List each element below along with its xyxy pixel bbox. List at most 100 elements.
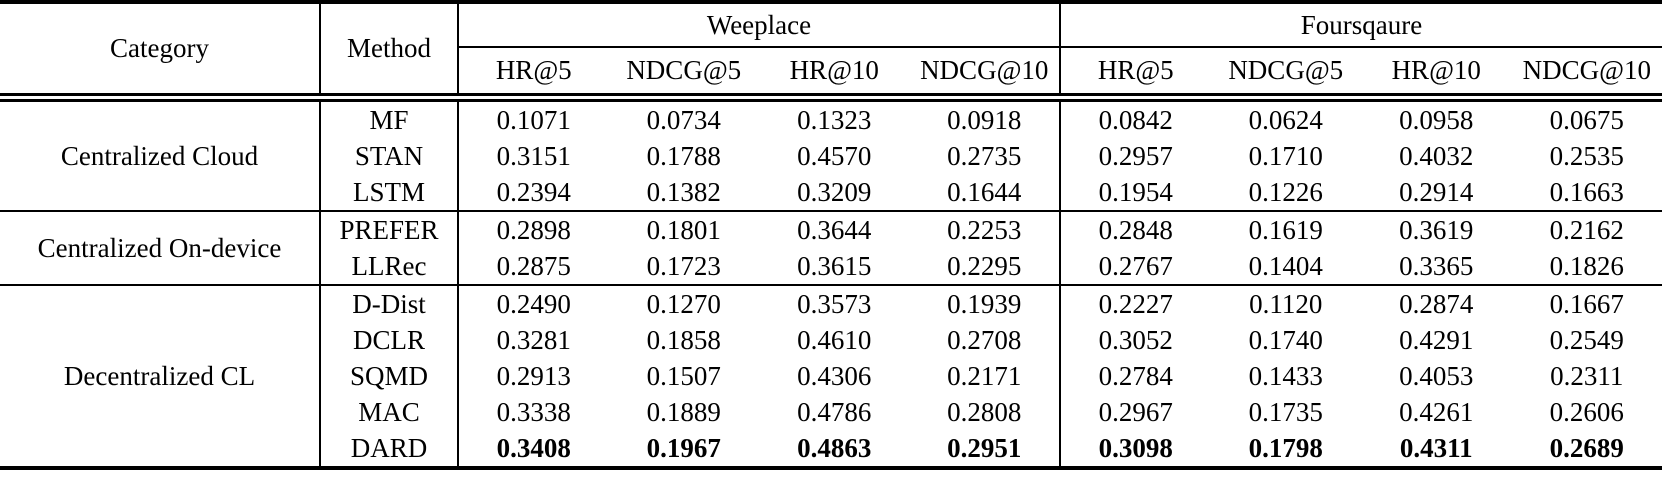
value-cell: 0.1120: [1249, 288, 1323, 319]
value-cell: 0.0918: [909, 97, 1061, 138]
method-cell: MF: [320, 97, 459, 138]
value-cell: 0.3281: [496, 324, 571, 355]
value-cell: 0.1798: [1248, 432, 1323, 463]
table-row: MAC 0.3338 0.1889 0.4786 0.2808 0.2967 0.1735 0…: [0, 394, 1662, 430]
metric-header-fs-ndcg5: NDCG@5: [1228, 55, 1344, 85]
value-cell: 0.2689: [1549, 432, 1624, 463]
value-cell: 0.1667: [1549, 288, 1624, 319]
dataset-header-foursqaure: Foursqaure: [1060, 2, 1662, 48]
value-cell: 0.0734: [646, 104, 721, 135]
value-cell: 0.4786: [797, 396, 872, 427]
category-cell: Centralized On-device: [0, 211, 321, 285]
table-row: STAN 0.3151 0.1788 0.4570 0.2735 0.2957 0.1710…: [0, 138, 1662, 174]
value-cell: 0.2913: [496, 360, 571, 391]
value-cell: 0.1071: [496, 104, 571, 135]
value-cell: 0.0842: [1098, 104, 1173, 135]
value-cell: 0.2708: [909, 322, 1061, 358]
results-table: Category Method Weeplace Foursqaure HR@5…: [0, 0, 1662, 470]
value-cell: 0.2808: [909, 394, 1061, 430]
value-cell: 0.2967: [1098, 396, 1173, 427]
value-cell: 0.4291: [1399, 324, 1474, 355]
value-cell: 0.1663: [1549, 176, 1624, 207]
table-row: SQMD 0.2913 0.1507 0.4306 0.2171 0.2784 0.1433…: [0, 358, 1662, 394]
value-cell: 0.1954: [1098, 176, 1173, 207]
method-cell: DARD: [320, 430, 459, 468]
method-cell: SQMD: [320, 358, 459, 394]
value-cell: 0.2162: [1549, 214, 1624, 245]
value-cell: 0.1801: [646, 214, 721, 245]
value-cell: 0.3644: [797, 214, 872, 245]
value-cell: 0.0624: [1248, 104, 1323, 135]
value-cell: 0.1507: [646, 360, 721, 391]
value-cell: 0.1939: [909, 285, 1061, 322]
value-cell: 0.4863: [797, 432, 872, 463]
value-cell: 0.2227: [1098, 288, 1173, 319]
value-cell: 0.2606: [1549, 396, 1624, 427]
value-cell: 0.2767: [1098, 250, 1173, 281]
value-cell: 0.2874: [1399, 288, 1474, 319]
value-cell: 0.4311: [1399, 432, 1473, 463]
metric-header-fs-ndcg10: NDCG@10: [1522, 55, 1651, 85]
method-cell: STAN: [320, 138, 459, 174]
method-cell: LLRec: [320, 248, 459, 285]
metric-header-wp-hr10: HR@10: [789, 55, 879, 85]
value-cell: 0.1619: [1248, 214, 1323, 245]
table-header: Category Method Weeplace Foursqaure HR@5…: [0, 2, 1662, 98]
value-cell: 0.2311: [1550, 360, 1624, 391]
method-cell: PREFER: [320, 211, 459, 248]
dataset-header-weeplace: Weeplace: [458, 2, 1061, 48]
value-cell: 0.1710: [1248, 140, 1323, 171]
value-cell: 0.1826: [1549, 250, 1624, 281]
metric-header-fs-hr10: HR@10: [1391, 55, 1481, 85]
table-row: LLRec 0.2875 0.1723 0.3615 0.2295 0.2767 0.140…: [0, 248, 1662, 285]
value-cell: 0.2875: [496, 250, 571, 281]
category-cell: Centralized Cloud: [0, 97, 321, 211]
table-row: LSTM 0.2394 0.1382 0.3209 0.1644 0.1954 0.1226…: [0, 174, 1662, 211]
value-cell: 0.1433: [1248, 360, 1323, 391]
category-group: Decentralized CL D-Dist 0.2490 0.1270 0.3573…: [0, 285, 1662, 468]
value-cell: 0.3619: [1399, 214, 1474, 245]
value-cell: 0.2535: [1549, 140, 1624, 171]
header-method: Method: [320, 2, 459, 98]
category-cell: Decentralized CL: [0, 285, 321, 468]
value-cell: 0.4032: [1399, 140, 1474, 171]
value-cell: 0.3573: [797, 288, 872, 319]
table-row: Decentralized CL D-Dist 0.2490 0.1270 0.3573…: [0, 285, 1662, 468]
method-cell: MAC: [320, 394, 459, 430]
value-cell: 0.1644: [909, 174, 1061, 211]
value-cell: 0.1270: [646, 288, 721, 319]
value-cell: 0.2171: [909, 358, 1061, 394]
value-cell: 0.0958: [1399, 104, 1474, 135]
value-cell: 0.1889: [646, 396, 721, 427]
table-row: Centralized Cloud MF 0.1071 0.0734 0.1323 0.0…: [0, 97, 1662, 211]
value-cell: 0.1735: [1248, 396, 1323, 427]
value-cell: 0.3338: [496, 396, 571, 427]
value-cell: 0.1323: [797, 104, 872, 135]
value-cell: 0.1740: [1248, 324, 1323, 355]
metric-header-wp-hr5: HR@5: [495, 55, 572, 85]
value-cell: 0.2549: [1549, 324, 1624, 355]
metric-header-wp-ndcg5: NDCG@5: [626, 55, 742, 85]
value-cell: 0.2914: [1399, 176, 1474, 207]
metric-header-wp-ndcg10: NDCG@10: [909, 47, 1061, 98]
method-cell: D-Dist: [320, 285, 459, 322]
header-category: Category: [0, 2, 321, 98]
value-cell: 0.2951: [909, 430, 1061, 468]
value-cell: 0.1788: [646, 140, 721, 171]
value-cell: 0.4610: [797, 324, 872, 355]
value-cell: 0.2957: [1098, 140, 1173, 171]
value-cell: 0.2253: [909, 211, 1061, 248]
value-cell: 0.1858: [646, 324, 721, 355]
value-cell: 0.1404: [1248, 250, 1323, 281]
value-cell: 0.3151: [496, 140, 571, 171]
value-cell: 0.2295: [909, 248, 1061, 285]
value-cell: 0.3615: [797, 250, 872, 281]
value-cell: 0.2735: [909, 138, 1061, 174]
value-cell: 0.3052: [1098, 324, 1173, 355]
value-cell: 0.1723: [646, 250, 721, 281]
method-cell: LSTM: [320, 174, 459, 211]
value-cell: 0.2394: [496, 176, 571, 207]
value-cell: 0.1226: [1248, 176, 1323, 207]
value-cell: 0.2898: [496, 214, 571, 245]
value-cell: 0.4570: [797, 140, 872, 171]
